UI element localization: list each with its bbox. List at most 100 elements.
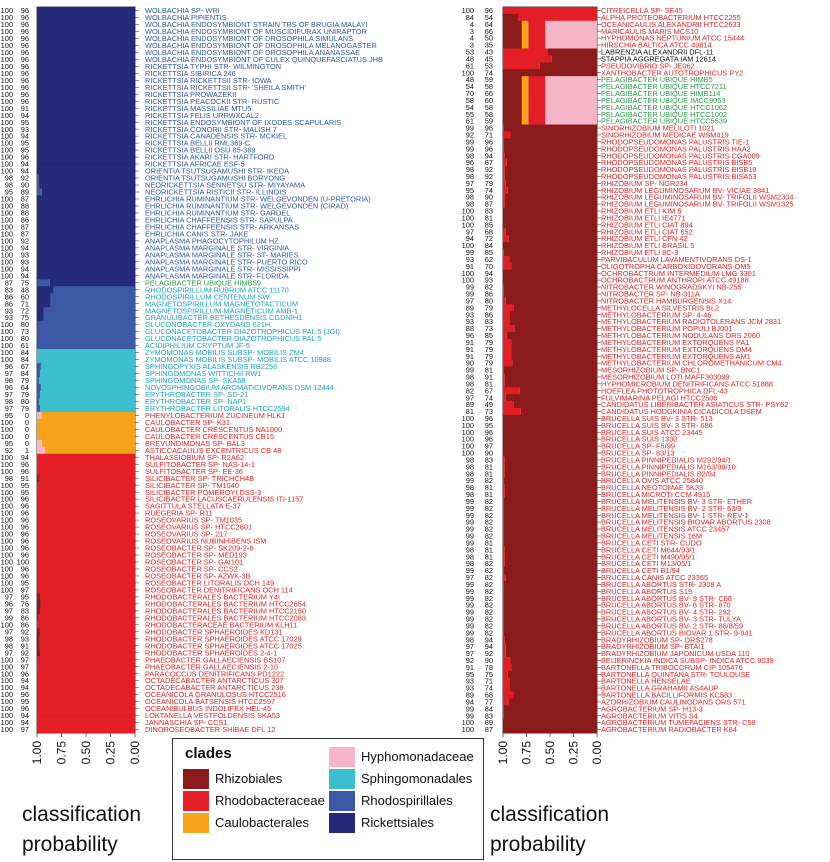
taxon-label: PELAGIBACTER UBIQUE IMCC9063 xyxy=(601,96,725,105)
score-secondary: 60 xyxy=(21,292,29,301)
taxon-label: METHYLOBACTERIUM POPULI BJ001 xyxy=(601,324,732,333)
legend: clades Rhizobiales Rhodobacteraceae Caul… xyxy=(172,738,484,860)
taxon-label: RHIZOBIUM ETLI KIM 5 xyxy=(601,207,682,216)
score-primary: 95 xyxy=(5,188,13,197)
bar-segment xyxy=(503,242,597,250)
score-secondary: 61 xyxy=(21,341,29,350)
taxon-label: RHIZOBIUM ETLI CIAT 894 xyxy=(601,220,693,229)
score-secondary: 76 xyxy=(21,599,29,608)
score-secondary: 91 xyxy=(485,373,493,382)
score-secondary: 83 xyxy=(485,711,493,720)
score-secondary: 96 xyxy=(21,509,29,518)
taxon-label: HYPHOMICROBIUM DENITRIFICANS ATCC 51888 xyxy=(601,379,773,388)
score-primary: 92 xyxy=(466,656,474,665)
taxon-label: ROSEOBACTER SP- AZWK-3B xyxy=(145,572,251,581)
bar-segment xyxy=(503,511,597,519)
bar-segment xyxy=(503,504,504,513)
legend-swatch-rickettsiales xyxy=(329,813,355,833)
score-secondary: 83 xyxy=(485,207,493,216)
score-primary: 48 xyxy=(466,75,474,84)
bar-segment xyxy=(503,663,512,672)
taxon-label: ANAPLASMA MARGINALE STR- PUERTO RICO xyxy=(145,257,308,266)
score-primary: 93 xyxy=(466,317,474,326)
bar-segment xyxy=(503,359,513,367)
taxon-label: ERYTHROBACTER SP- NAP1 xyxy=(145,397,247,406)
taxon-label: CANDIDATUS LIBERIBACTER ASIATICUS STR- P… xyxy=(601,400,788,409)
bar-segment xyxy=(37,600,41,608)
bar-segment xyxy=(37,125,135,133)
taxon-label: OLIGOTROPHA CARBOXIDOVORANS OM5 xyxy=(601,262,750,271)
bar-segment xyxy=(503,13,519,22)
score-secondary: 95 xyxy=(21,579,29,588)
legend-swatch-hyphomonadaceae xyxy=(329,747,355,767)
bar-segment xyxy=(39,607,135,615)
score-primary: 100 xyxy=(1,264,13,273)
score-primary: 97 xyxy=(466,179,474,188)
score-secondary: 95 xyxy=(21,697,29,706)
score-secondary: 94 xyxy=(21,683,29,692)
taxon-label: RHODOSPIRILLUM CENTENUM SW xyxy=(145,292,269,301)
score-secondary: 64 xyxy=(485,20,493,29)
taxon-label: NEORICKETTSIA SENNETSU STR- MIYAYAMA xyxy=(145,181,305,190)
score-primary: 81 xyxy=(466,407,474,416)
score-primary: 100 xyxy=(1,334,13,343)
bar-segment xyxy=(37,335,135,343)
bar-segment xyxy=(504,470,597,478)
taxon-label: ROSEOVARIUS SP- HTCC2601 xyxy=(145,523,252,532)
score-secondary: 86 xyxy=(485,310,493,319)
bar-segment xyxy=(503,48,548,56)
score-primary: 92 xyxy=(5,446,13,455)
score-primary: 100 xyxy=(1,20,13,29)
bar-segment xyxy=(37,453,135,462)
score-primary: 100 xyxy=(1,327,13,336)
taxon-label: MAGNETOSPIRILLUM MAGNETICUM AMB-1 xyxy=(145,306,298,315)
bar-segment xyxy=(37,41,135,50)
score-secondary: 94 xyxy=(485,635,493,644)
taxon-label: NITROBACTER HAMBURGENSIS X14 xyxy=(601,296,731,305)
bar-segment xyxy=(39,390,135,399)
score-primary: 4 xyxy=(470,34,474,43)
bar-segment xyxy=(503,186,508,195)
bar-segment xyxy=(37,516,135,524)
bar-segment xyxy=(503,338,512,347)
bar-segment xyxy=(503,691,514,699)
x-axis-tick-label: 0.00 xyxy=(128,741,142,765)
score-primary: 96 xyxy=(5,599,13,608)
score-secondary: 82 xyxy=(485,587,493,596)
score-secondary: 96 xyxy=(21,69,29,78)
score-secondary: 81 xyxy=(485,552,493,561)
score-secondary: 86 xyxy=(21,620,29,629)
score-secondary: 80 xyxy=(21,397,29,406)
score-secondary: 96 xyxy=(21,467,29,476)
score-primary: 100 xyxy=(462,435,474,444)
score-primary: 91 xyxy=(466,663,474,672)
score-secondary: 97 xyxy=(485,442,493,451)
score-secondary: 96 xyxy=(21,83,29,92)
score-secondary: 96 xyxy=(21,153,29,162)
taxon-label: PARVIBACULUM LAVAMENTIVORANS DS-1 xyxy=(601,255,752,264)
legend-label-sphingomonadales: Sphingomonadales xyxy=(361,771,473,786)
bar-segment xyxy=(503,518,504,526)
bar-segment xyxy=(503,311,510,319)
score-primary: 55 xyxy=(466,110,474,119)
taxon-label: RICKETTSIA BELLII OSU 85-389 xyxy=(145,146,256,155)
bar-segment xyxy=(545,96,597,105)
taxon-label: ROSEOVARIUS SP- 217 xyxy=(145,530,227,539)
score-primary: 99 xyxy=(466,532,474,541)
bar-segment xyxy=(44,446,136,455)
bar-segment xyxy=(503,677,510,685)
bar-segment xyxy=(545,89,597,98)
bar-segment xyxy=(37,481,135,490)
score-primary: 100 xyxy=(1,202,13,211)
bar-segment xyxy=(504,636,597,644)
bar-segment xyxy=(518,13,597,22)
taxon-label: RHODOPSEUDOMONAS PALUSTRIS TIE-1 xyxy=(601,137,749,146)
score-primary: 100 xyxy=(1,432,13,441)
score-secondary: 80 xyxy=(21,320,29,329)
bar-segment xyxy=(503,103,522,112)
score-primary: 70 xyxy=(466,89,474,98)
taxon-label: EHRLICHIA RUMINANTIUM STR- WELGEVONDEN (… xyxy=(145,195,371,204)
score-primary: 100 xyxy=(1,34,13,43)
score-primary: 100 xyxy=(1,467,13,476)
bar-segment xyxy=(503,601,504,609)
